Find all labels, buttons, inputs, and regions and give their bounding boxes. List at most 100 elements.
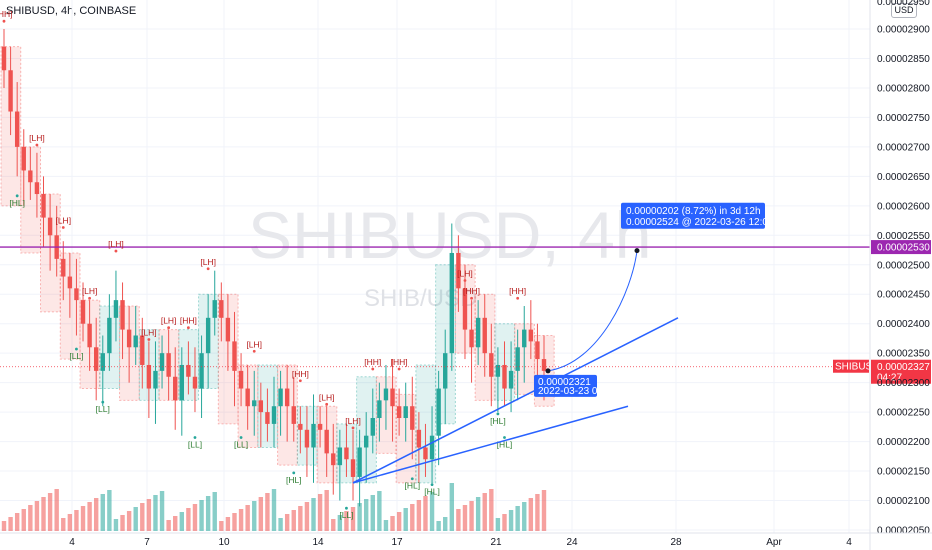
candle-body	[475, 317, 481, 348]
volume-bar	[311, 498, 316, 531]
candle-body	[153, 370, 158, 389]
candle-body	[258, 400, 264, 413]
swing-label: [HH]	[509, 286, 526, 296]
volume-bar	[508, 510, 514, 531]
volume-bar	[291, 510, 296, 531]
time-tick-label: 17	[391, 537, 403, 548]
volume-bars	[1, 483, 547, 531]
candle-body	[107, 317, 112, 354]
volume-bar	[390, 516, 395, 531]
price-tick-label: 0.00002350	[877, 349, 930, 360]
swing-dot	[325, 402, 329, 406]
volume-bar	[14, 513, 20, 531]
swing-dot	[101, 400, 105, 404]
time-tick-label: 24	[566, 537, 578, 548]
candle-body	[469, 329, 474, 348]
candle-body	[238, 370, 244, 389]
candle-body	[219, 300, 224, 318]
swing-dot	[345, 506, 348, 510]
time-tick-label: 21	[490, 537, 502, 548]
swing-label: [LL]	[188, 439, 202, 449]
candle-body	[515, 347, 520, 371]
price-tick-label: 0.00002300	[877, 378, 930, 389]
candle-body	[87, 323, 92, 348]
symbol-badge-text: SHIBUSD	[835, 362, 879, 373]
price-tick-label: 0.00002050	[877, 526, 930, 537]
volume-bar	[357, 503, 362, 531]
candle-body	[100, 353, 105, 371]
countdown-text: 04:27	[877, 373, 902, 384]
volume-bar	[443, 517, 448, 531]
volume-bar	[252, 501, 257, 531]
candle-body	[284, 388, 290, 407]
price-tick-label: 0.00002750	[877, 113, 930, 124]
volume-bar	[436, 521, 441, 531]
volume-bar	[21, 509, 26, 531]
volume-bar	[80, 506, 86, 531]
swing-dot	[397, 367, 401, 371]
swing-dot	[193, 436, 197, 439]
candle-body	[396, 406, 402, 419]
swing-label: [HH]	[0, 9, 13, 19]
candle-body	[403, 406, 408, 419]
volume-bar	[449, 483, 455, 531]
volume-bar	[396, 512, 402, 531]
candle-body	[462, 288, 468, 330]
swing-dot	[410, 477, 414, 481]
volume-bar	[337, 515, 343, 531]
volume-bar	[232, 513, 237, 531]
projection-curve	[547, 250, 638, 372]
candle-body	[173, 376, 178, 401]
volume-bar	[363, 499, 369, 531]
volume-bar	[462, 505, 468, 531]
volume-bar	[298, 506, 303, 531]
swing-dot	[503, 436, 506, 439]
candle-body	[146, 364, 152, 389]
candle-body	[350, 459, 356, 477]
candle-body	[225, 317, 231, 342]
volume-bar	[74, 510, 79, 531]
candle-body	[443, 353, 448, 389]
swing-label: [LH]	[82, 286, 98, 296]
volume-bar	[370, 495, 375, 531]
point-callout-line1: 0.00002321	[538, 377, 591, 388]
volume-bar	[410, 504, 415, 531]
candle-body	[41, 194, 46, 218]
volume-bar	[146, 499, 152, 531]
volume-bar	[199, 500, 204, 531]
swing-dot	[61, 226, 65, 229]
volume-bar	[87, 502, 92, 531]
candle-body	[449, 252, 455, 354]
volume-bar	[278, 518, 283, 531]
candle-body	[344, 447, 349, 460]
volume-bar	[377, 491, 382, 531]
swing-label: [LH]	[141, 327, 157, 337]
swing-dot	[496, 412, 500, 416]
volume-bar	[93, 498, 99, 531]
candle-body	[252, 400, 257, 407]
price-tick-label: 0.00002200	[877, 437, 930, 448]
price-tick-label: 0.00002700	[877, 142, 930, 153]
swing-label: [LH]	[29, 133, 45, 143]
price-tick-label: 0.00002600	[877, 201, 930, 212]
price-axis[interactable]: 0.00002900 0.00002850 0.00002800 0.00002750…	[869, 0, 930, 550]
volume-bar	[284, 514, 290, 531]
volume-bar	[126, 511, 132, 531]
volume-bar	[186, 508, 191, 531]
candle-body	[528, 329, 534, 342]
candle-body	[80, 300, 86, 324]
volume-bar	[383, 520, 389, 531]
candle-body	[140, 335, 145, 365]
swing-label: [LH]	[345, 416, 361, 426]
swing-label: [HL]	[286, 475, 302, 485]
candle-body	[93, 347, 99, 371]
time-axis[interactable]: 4 7 10 14 17 21 24 28 Apr 4	[0, 532, 932, 548]
candle-body	[8, 70, 13, 112]
volume-bar	[403, 508, 408, 531]
candle-body	[34, 182, 40, 195]
swing-label: [HL]	[404, 481, 420, 491]
price-tick-label: 0.00002250	[877, 408, 930, 419]
currency-button[interactable]: USD	[891, 3, 917, 18]
trend-line-upper	[352, 317, 679, 484]
